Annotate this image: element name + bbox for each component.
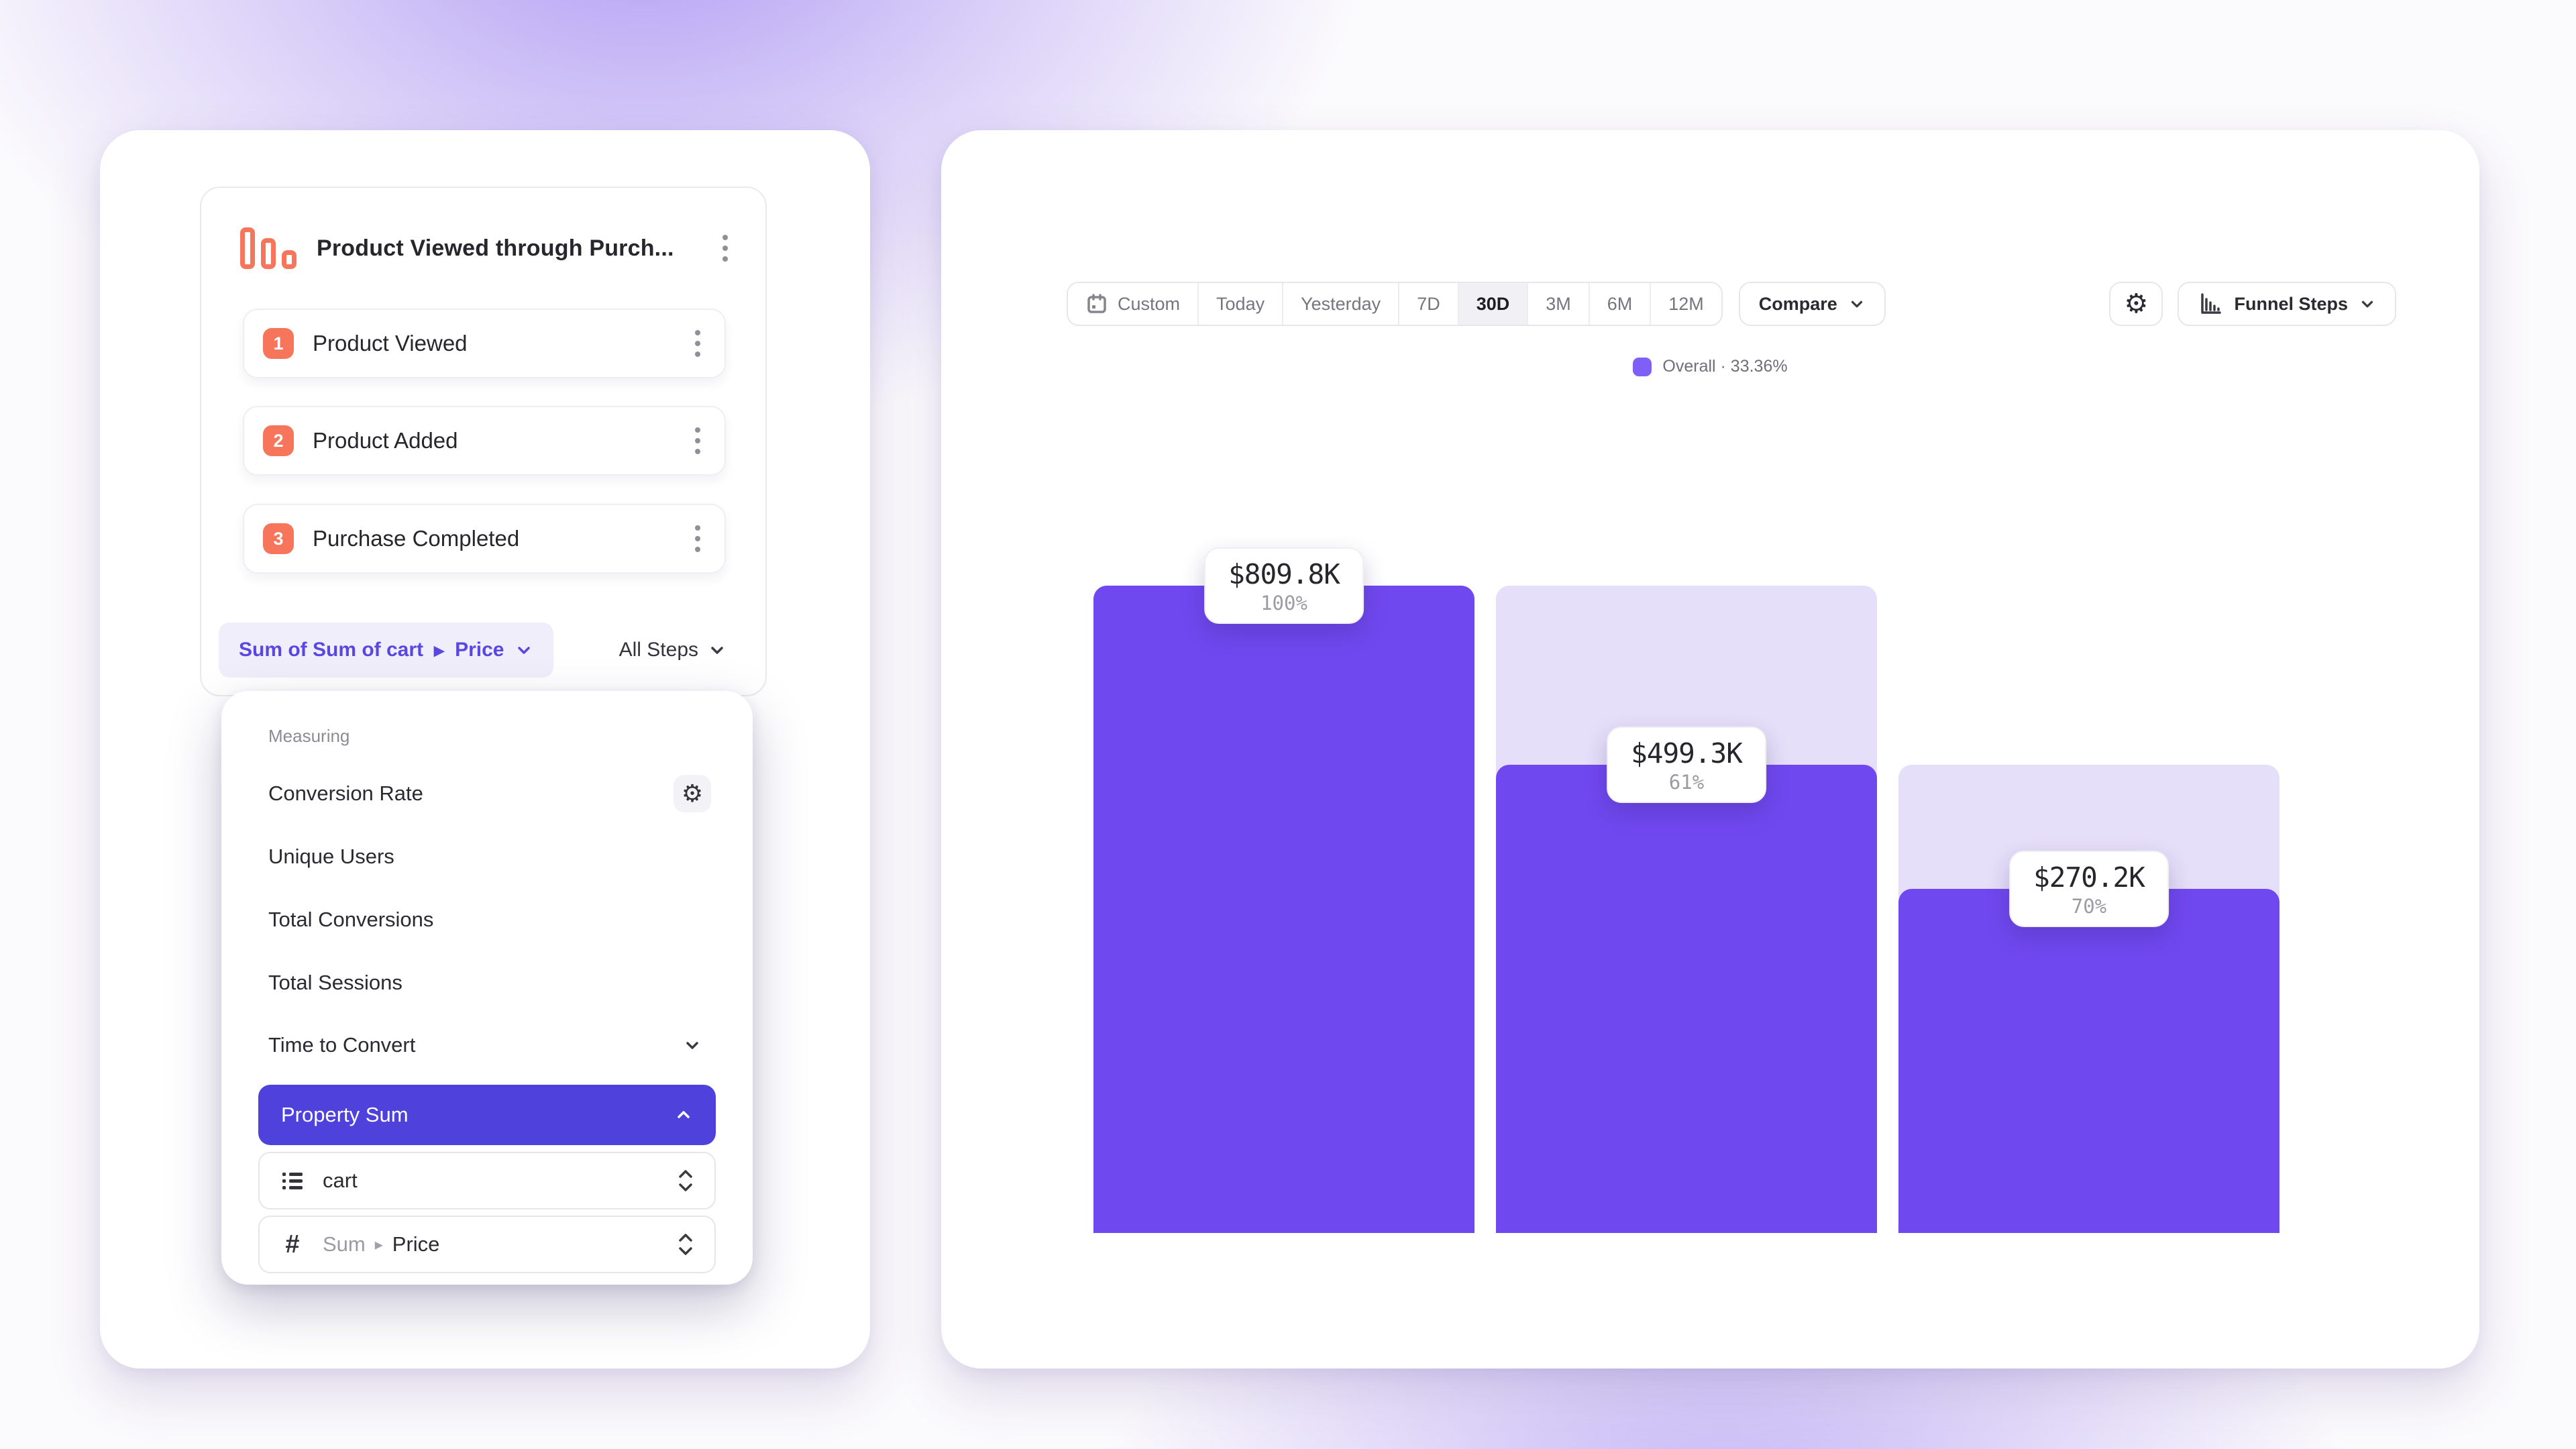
aggregation-select-value: Sum ▸ Price <box>323 1232 440 1256</box>
bar-fill <box>1496 765 1877 1233</box>
calendar-icon <box>1087 294 1106 313</box>
builder-footer-row: Sum of Sum of cart ▸ Price All Steps <box>219 623 727 678</box>
funnel-bar-chart: $809.8K 100% $499.3K 61% $270.2K 70% <box>1093 547 2279 1233</box>
step-number-badge: 3 <box>263 523 294 554</box>
funnel-step-3[interactable]: 3 Purchase Completed <box>243 504 726 574</box>
bar-value-tooltip: $499.3K 61% <box>1607 727 1766 804</box>
bar-value-tooltip: $809.8K 100% <box>1204 547 1364 624</box>
measuring-dropdown-menu: Measuring Conversion Rate ⚙ Unique Users… <box>221 691 753 1285</box>
menu-item-unique-users[interactable]: Unique Users <box>268 845 394 868</box>
date-range-today[interactable]: Today <box>1199 283 1284 325</box>
compare-button[interactable]: Compare <box>1738 282 1886 326</box>
menu-section-label: Measuring <box>268 726 350 746</box>
breadcrumb-arrow-icon: ▸ <box>374 1235 383 1254</box>
date-range-12m[interactable]: 12M <box>1668 293 1704 314</box>
bar-value-tooltip: $270.2K 70% <box>2009 850 2169 927</box>
measurement-label: Sum of Sum of cart <box>239 639 424 661</box>
date-range-segmented-control: Custom Today Yesterday 7D 30D 3M 6M 12M <box>1067 282 1723 326</box>
funnel-step-2[interactable]: 2 Product Added <box>243 406 726 476</box>
step-label: Product Added <box>313 428 458 453</box>
menu-item-property-sum-selected[interactable]: Property Sum <box>258 1085 716 1145</box>
date-range-custom[interactable]: Custom <box>1068 283 1199 325</box>
funnel-bar-purchase-completed[interactable]: $270.2K 70% <box>1898 586 2279 1233</box>
step-number-badge: 1 <box>263 328 294 359</box>
steps-scope-label: All Steps <box>619 639 698 661</box>
date-range-6m[interactable]: 6M <box>1590 283 1652 325</box>
steps-scope-dropdown[interactable]: All Steps <box>619 639 727 661</box>
up-down-icon <box>679 1170 692 1191</box>
funnel-definition-panel: Product Viewed through Purch... 1 Produc… <box>200 186 767 696</box>
step-kebab-menu-icon[interactable] <box>690 422 706 460</box>
date-range-7d[interactable]: 7D <box>1399 283 1459 325</box>
funnel-step-1[interactable]: 1 Product Viewed <box>243 309 726 378</box>
chevron-down-icon <box>2361 301 2373 308</box>
gear-icon: ⚙ <box>2124 288 2149 319</box>
menu-item-total-conversions[interactable]: Total Conversions <box>268 908 434 931</box>
funnel-steps-icon <box>2201 293 2222 314</box>
funnel-bar-product-added[interactable]: $499.3K 61% <box>1496 586 1877 1233</box>
chart-settings-button[interactable]: ⚙ <box>2109 282 2163 326</box>
chevron-down-icon <box>1851 301 1862 308</box>
legend-label: Overall · 33.36% <box>1662 357 1788 376</box>
bar-fill <box>1898 888 2279 1233</box>
date-range-30d[interactable]: 30D <box>1458 283 1529 325</box>
legend-item-overall[interactable]: Overall · 33.36% <box>1633 357 1788 376</box>
chart-type-dropdown[interactable]: Funnel Steps <box>2178 282 2396 326</box>
funnel-chart-card: Custom Today Yesterday 7D 30D 3M 6M 12M … <box>941 130 2479 1368</box>
chart-options-toolbar: ⚙ Funnel Steps <box>2109 282 2396 326</box>
chevron-down-icon <box>518 647 531 654</box>
legend-swatch <box>1633 357 1652 376</box>
chevron-down-icon <box>711 647 723 654</box>
date-range-toolbar: Custom Today Yesterday 7D 30D 3M 6M 12M … <box>1067 282 1886 326</box>
conversion-rate-settings-button[interactable]: ⚙ <box>674 775 711 812</box>
measurement-property: Price <box>455 639 504 661</box>
aggregation-select[interactable]: # Sum ▸ Price <box>258 1216 716 1273</box>
step-number-badge: 2 <box>263 425 294 456</box>
funnel-chart-icon <box>240 227 297 269</box>
menu-item-conversion-rate[interactable]: Conversion Rate ⚙ <box>221 762 753 825</box>
property-select[interactable]: cart <box>258 1152 716 1210</box>
list-icon <box>282 1173 303 1189</box>
gear-icon: ⚙ <box>681 780 704 808</box>
date-range-yesterday[interactable]: Yesterday <box>1283 283 1400 325</box>
bar-fill <box>1093 586 1474 1233</box>
breadcrumb-arrow-icon: ▸ <box>434 639 445 661</box>
funnel-builder-card: Product Viewed through Purch... 1 Produc… <box>100 130 870 1368</box>
step-label: Purchase Completed <box>313 526 520 551</box>
funnel-bar-product-viewed[interactable]: $809.8K 100% <box>1093 547 1474 1233</box>
chevron-down-icon <box>686 1042 698 1049</box>
chevron-up-icon <box>678 1111 690 1118</box>
step-label: Product Viewed <box>313 331 468 356</box>
menu-item-time-to-convert[interactable]: Time to Convert <box>221 1014 753 1077</box>
funnel-kebab-menu-icon[interactable] <box>717 229 733 267</box>
step-kebab-menu-icon[interactable] <box>690 520 706 557</box>
chart-legend: Overall · 33.36% <box>941 357 2479 376</box>
property-select-value: cart <box>323 1169 358 1192</box>
menu-item-total-sessions[interactable]: Total Sessions <box>268 971 402 994</box>
date-range-3m[interactable]: 3M <box>1528 283 1590 325</box>
measurement-dropdown-button[interactable]: Sum of Sum of cart ▸ Price <box>219 623 554 678</box>
up-down-icon <box>679 1234 692 1255</box>
funnel-title: Product Viewed through Purch... <box>317 235 674 261</box>
funnel-title-row: Product Viewed through Purch... <box>240 223 733 274</box>
hash-icon: # <box>285 1230 300 1258</box>
step-kebab-menu-icon[interactable] <box>690 325 706 362</box>
